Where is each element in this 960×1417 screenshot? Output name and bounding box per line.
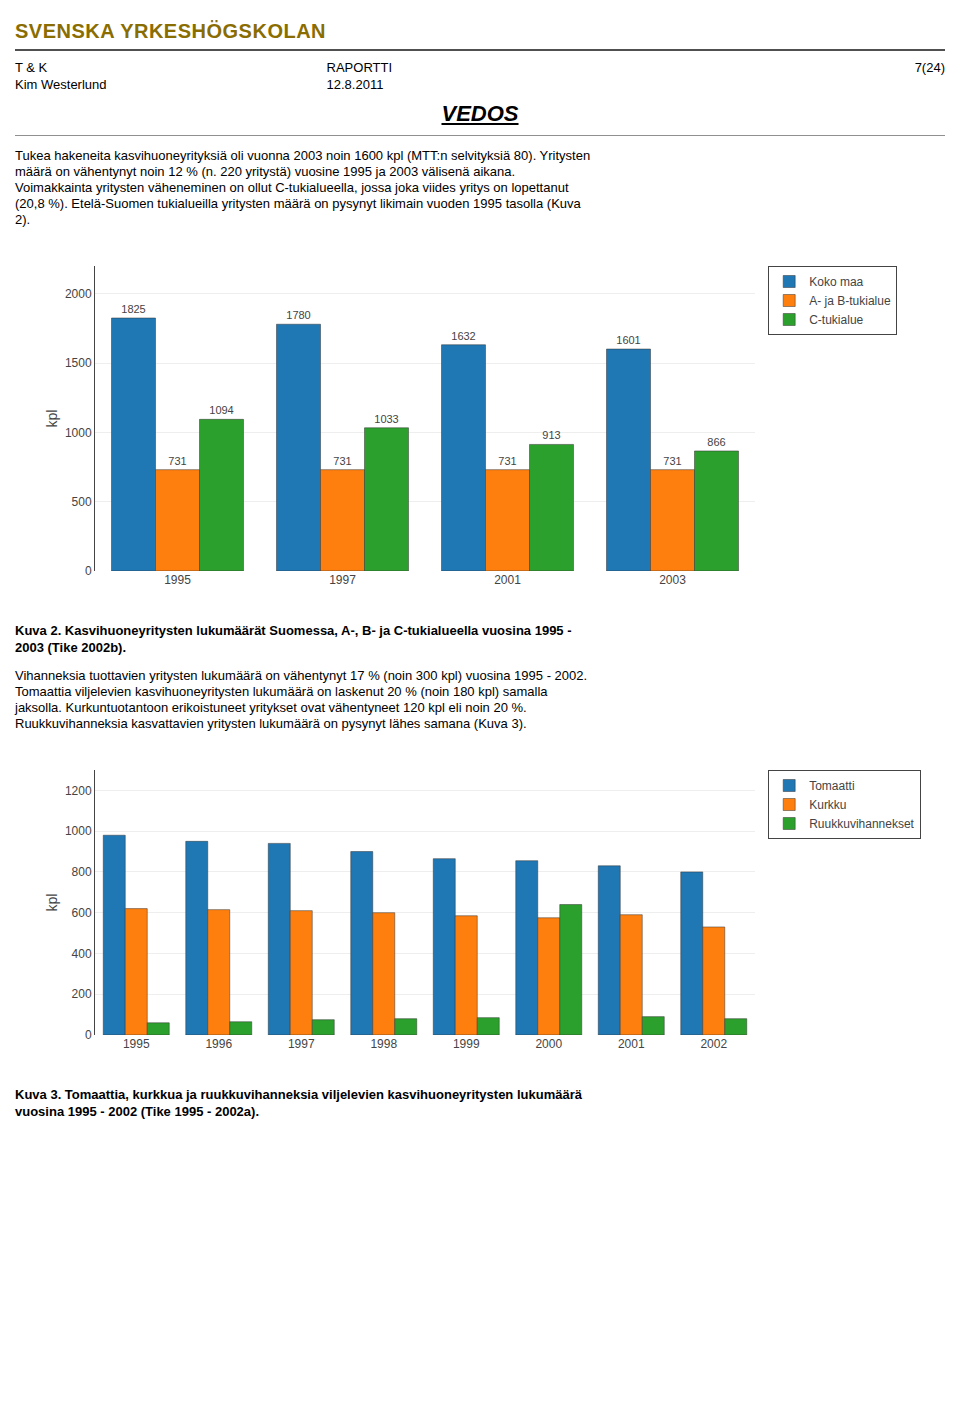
svg-text:Kurkku: Kurkku [809,798,846,812]
svg-text:1998: 1998 [370,1037,397,1051]
html-text:jaksolla. Kurkuntuotantoon eri: jaksolla. Kurkuntuotantoon erikoistuneet… [15,700,527,715]
html-text:2).: 2). [15,212,31,227]
svg-text:1632: 1632 [451,330,475,342]
html-text:Kim Westerlund: Kim Westerlund [15,77,107,92]
svg-text:1500: 1500 [65,356,92,370]
svg-text:800: 800 [72,865,92,879]
svg-text:1000: 1000 [65,426,92,440]
html-text:(20,8 %). Etelä-Suomen tukialu: (20,8 %). Etelä-Suomen tukialueilla yrit… [15,196,581,211]
svg-text:1094: 1094 [209,404,233,416]
html-text:VEDOS: VEDOS [441,101,519,126]
svg-text:0: 0 [85,1028,92,1042]
svg-text:A- ja B-tukialue: A- ja B-tukialue [809,294,891,308]
html-text:Tomaattia viljelevien kasvihuo: Tomaattia viljelevien kasvihuoneyrityste… [15,684,548,699]
svg-text:1996: 1996 [205,1037,232,1051]
svg-text:1825: 1825 [121,303,145,315]
html-text:Kuva 2. Kasvihuoneyritysten lu: Kuva 2. Kasvihuoneyritysten lukumäärät S… [15,623,572,638]
svg-text:200: 200 [72,987,92,1001]
svg-text:kpl: kpl [44,410,60,428]
svg-text:2000: 2000 [65,287,92,301]
svg-text:731: 731 [663,455,681,467]
svg-text:Ruukkuvihannekset: Ruukkuvihannekset [809,817,914,831]
svg-text:731: 731 [168,455,186,467]
html-text:RAPORTTI: RAPORTTI [326,60,392,75]
svg-text:Koko maa: Koko maa [809,275,863,289]
svg-text:400: 400 [72,947,92,961]
html-text:7(24): 7(24) [914,60,945,75]
svg-text:2002: 2002 [700,1037,727,1051]
html-text:T & K: T & K [15,60,48,75]
html-text:Kuva 3. Tomaattia, kurkkua ja: Kuva 3. Tomaattia, kurkkua ja ruukkuviha… [15,1087,582,1102]
html-text:Tukea hakeneita kasvihuoneyrit: Tukea hakeneita kasvihuoneyrityksiä oli … [15,148,591,163]
svg-text:913: 913 [542,429,560,441]
html-text:2003 (Tike 2002b).: 2003 (Tike 2002b). [15,640,127,655]
svg-text:2003: 2003 [659,573,686,587]
svg-text:2000: 2000 [535,1037,562,1051]
svg-text:866: 866 [707,436,725,448]
svg-text:C-tukialue: C-tukialue [809,313,863,327]
svg-text:1997: 1997 [288,1037,315,1051]
svg-text:731: 731 [333,455,351,467]
html-text:SVENSKA YRKESHÖGSKOLAN: SVENSKA YRKESHÖGSKOLAN [15,20,327,42]
svg-text:1000: 1000 [65,824,92,838]
svg-text:1780: 1780 [286,309,310,321]
svg-text:1601: 1601 [616,334,640,346]
svg-text:0: 0 [85,564,92,578]
svg-text:500: 500 [72,495,92,509]
svg-text:1200: 1200 [65,784,92,798]
svg-text:kpl: kpl [44,894,60,912]
svg-text:Tomaatti: Tomaatti [809,779,854,793]
svg-text:1995: 1995 [164,573,191,587]
svg-text:1033: 1033 [374,413,398,425]
html-text:12.8.2011: 12.8.2011 [326,77,384,92]
html-text:vuosina 1995 - 2002 (Tike 1995: vuosina 1995 - 2002 (Tike 1995 - 2002a). [15,1104,259,1119]
svg-text:1997: 1997 [329,573,356,587]
svg-text:2001: 2001 [494,573,521,587]
html-text:Ruukkuvihanneksia kasvattavien: Ruukkuvihanneksia kasvattavien yritysten… [15,716,527,731]
html-text:Voimakkainta yritysten vähenem: Voimakkainta yritysten väheneminen on ol… [15,180,569,195]
svg-text:731: 731 [498,455,516,467]
svg-text:1999: 1999 [453,1037,480,1051]
svg-text:1995: 1995 [123,1037,150,1051]
svg-text:600: 600 [72,906,92,920]
html-text:Vihanneksia tuottavien yrityst: Vihanneksia tuottavien yritysten lukumää… [15,668,588,683]
html-text:määrä on vähentynyt noin 12 %: määrä on vähentynyt noin 12 % (n. 220 yr… [15,164,516,179]
svg-text:2001: 2001 [618,1037,645,1051]
